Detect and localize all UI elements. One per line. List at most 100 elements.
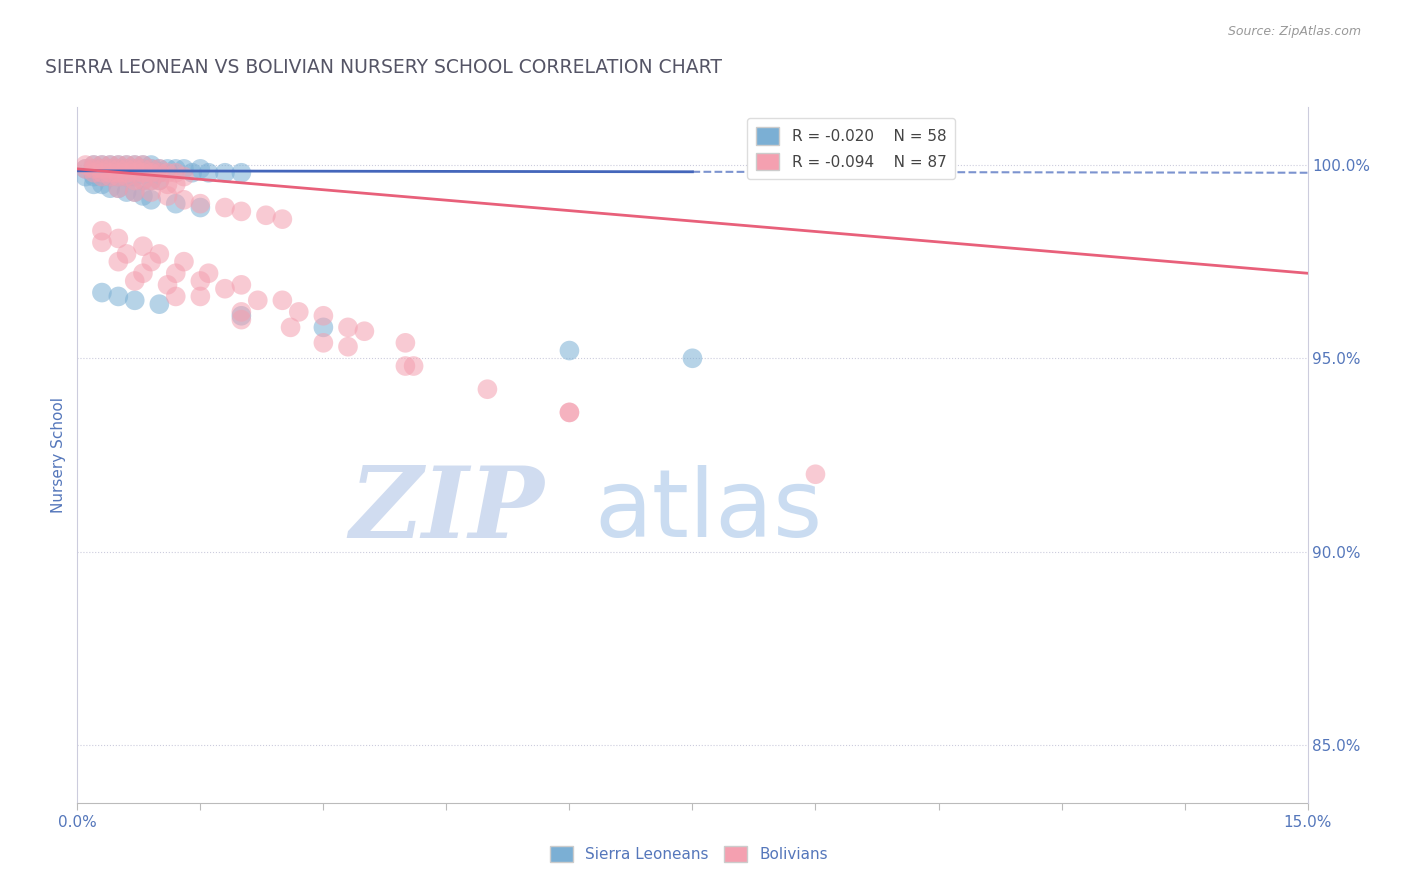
- Point: [156, 189, 179, 203]
- Point: [231, 312, 253, 326]
- Point: [188, 201, 212, 215]
- Point: [107, 181, 129, 195]
- Point: [75, 169, 97, 184]
- Point: [98, 158, 121, 172]
- Point: [558, 405, 581, 419]
- Point: [558, 405, 581, 419]
- Point: [90, 158, 114, 172]
- Point: [132, 173, 155, 187]
- Point: [107, 181, 129, 195]
- Point: [115, 166, 138, 180]
- Point: [124, 169, 146, 184]
- Point: [132, 266, 155, 280]
- Point: [165, 289, 187, 303]
- Point: [83, 158, 105, 172]
- Point: [124, 274, 146, 288]
- Point: [132, 161, 155, 176]
- Point: [231, 204, 253, 219]
- Point: [312, 309, 335, 323]
- Point: [231, 277, 253, 292]
- Point: [83, 166, 105, 180]
- Point: [124, 158, 146, 172]
- Point: [312, 335, 335, 350]
- Point: [107, 254, 129, 268]
- Point: [288, 305, 311, 319]
- Point: [83, 178, 105, 192]
- Point: [156, 277, 179, 292]
- Text: SIERRA LEONEAN VS BOLIVIAN NURSERY SCHOOL CORRELATION CHART: SIERRA LEONEAN VS BOLIVIAN NURSERY SCHOO…: [45, 58, 723, 77]
- Legend: Sierra Leoneans, Bolivians: Sierra Leoneans, Bolivians: [544, 839, 834, 868]
- Point: [231, 166, 253, 180]
- Point: [90, 235, 114, 250]
- Text: Source: ZipAtlas.com: Source: ZipAtlas.com: [1227, 25, 1361, 38]
- Point: [124, 293, 146, 308]
- Point: [214, 201, 236, 215]
- Point: [115, 161, 138, 176]
- Point: [402, 359, 425, 373]
- Point: [98, 161, 121, 176]
- Point: [141, 173, 163, 187]
- Point: [124, 185, 146, 199]
- Point: [132, 158, 155, 172]
- Point: [231, 309, 253, 323]
- Point: [148, 247, 170, 261]
- Point: [337, 320, 360, 334]
- Point: [107, 158, 129, 172]
- Point: [132, 173, 155, 187]
- Point: [141, 193, 163, 207]
- Point: [271, 212, 294, 227]
- Point: [148, 173, 170, 187]
- Point: [98, 169, 121, 184]
- Point: [197, 266, 219, 280]
- Point: [197, 166, 219, 180]
- Point: [83, 169, 105, 184]
- Point: [83, 161, 105, 176]
- Point: [124, 173, 146, 187]
- Point: [132, 166, 155, 180]
- Point: [90, 166, 114, 180]
- Point: [115, 161, 138, 176]
- Legend: R = -0.020    N = 58, R = -0.094    N = 87: R = -0.020 N = 58, R = -0.094 N = 87: [747, 118, 956, 179]
- Point: [90, 169, 114, 184]
- Point: [165, 178, 187, 192]
- Point: [156, 166, 179, 180]
- Point: [181, 166, 204, 180]
- Text: ZIP: ZIP: [350, 462, 546, 558]
- Point: [141, 161, 163, 176]
- Point: [107, 289, 129, 303]
- Point: [90, 285, 114, 300]
- Point: [141, 173, 163, 187]
- Point: [107, 166, 129, 180]
- Point: [312, 320, 335, 334]
- Point: [124, 166, 146, 180]
- Point: [75, 161, 97, 176]
- Point: [141, 158, 163, 172]
- Point: [173, 161, 195, 176]
- Point: [141, 185, 163, 199]
- Point: [246, 293, 269, 308]
- Point: [148, 173, 170, 187]
- Point: [682, 351, 704, 366]
- Point: [98, 158, 121, 172]
- Point: [115, 185, 138, 199]
- Point: [337, 340, 360, 354]
- Point: [115, 158, 138, 172]
- Point: [90, 178, 114, 192]
- Point: [90, 169, 114, 184]
- Point: [156, 178, 179, 192]
- Point: [148, 161, 170, 176]
- Point: [98, 166, 121, 180]
- Point: [477, 382, 499, 396]
- Point: [148, 297, 170, 311]
- Point: [231, 305, 253, 319]
- Point: [214, 166, 236, 180]
- Point: [75, 158, 97, 172]
- Point: [90, 158, 114, 172]
- Point: [132, 158, 155, 172]
- Point: [107, 231, 129, 245]
- Point: [90, 224, 114, 238]
- Point: [107, 158, 129, 172]
- Point: [165, 196, 187, 211]
- Point: [173, 169, 195, 184]
- Point: [353, 324, 375, 338]
